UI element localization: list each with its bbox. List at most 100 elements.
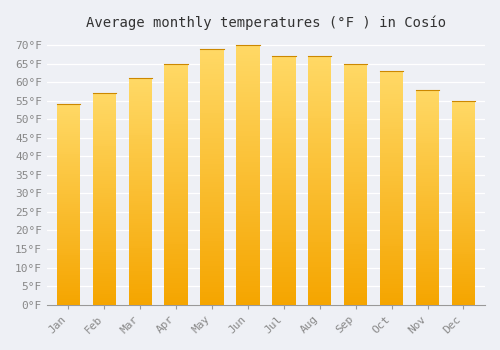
Bar [308, 123, 332, 126]
Bar [164, 143, 188, 146]
Bar [380, 136, 404, 139]
Bar [308, 98, 332, 101]
Bar [164, 102, 188, 105]
Bar [92, 209, 116, 212]
Bar [56, 212, 80, 215]
Bar [380, 155, 404, 158]
Bar [128, 221, 152, 223]
Bar [272, 66, 295, 69]
Bar [128, 103, 152, 106]
Bar [344, 105, 368, 107]
Bar [200, 248, 224, 251]
Bar [380, 265, 404, 267]
Bar [92, 239, 116, 241]
Bar [344, 225, 368, 228]
Bar [128, 250, 152, 253]
Bar [380, 172, 404, 174]
Bar [308, 193, 332, 195]
Bar [272, 150, 295, 153]
Bar [56, 224, 80, 226]
Bar [164, 64, 188, 66]
Bar [380, 120, 404, 122]
Bar [452, 133, 475, 135]
Bar [128, 228, 152, 230]
Bar [308, 280, 332, 282]
Bar [56, 196, 80, 198]
Bar [92, 220, 116, 222]
Bar [416, 143, 439, 146]
Bar [236, 185, 260, 188]
Bar [416, 133, 439, 135]
Bar [416, 124, 439, 126]
Bar [236, 99, 260, 102]
Bar [452, 156, 475, 158]
Bar [272, 118, 295, 121]
Bar [200, 184, 224, 187]
Bar [236, 237, 260, 240]
Bar [272, 86, 295, 89]
Bar [452, 107, 475, 109]
Bar [236, 58, 260, 61]
Bar [164, 285, 188, 288]
Bar [92, 174, 116, 176]
Bar [344, 83, 368, 85]
Bar [380, 246, 404, 248]
Bar [380, 260, 404, 262]
Bar [128, 83, 152, 85]
Bar [128, 85, 152, 88]
Bar [452, 256, 475, 258]
Bar [272, 225, 295, 228]
Bar [272, 108, 295, 111]
Bar [344, 141, 368, 143]
Bar [416, 116, 439, 118]
Bar [200, 302, 224, 304]
Bar [344, 288, 368, 290]
Bar [308, 243, 332, 245]
Bar [236, 123, 260, 126]
Bar [200, 172, 224, 174]
Bar [56, 288, 80, 290]
Bar [164, 283, 188, 285]
Bar [236, 112, 260, 115]
Bar [380, 300, 404, 302]
Bar [56, 215, 80, 217]
Bar [272, 61, 295, 64]
Bar [56, 124, 80, 126]
Bar [272, 260, 295, 262]
Bar [272, 235, 295, 238]
Bar [128, 99, 152, 101]
Bar [272, 111, 295, 113]
Bar [56, 162, 80, 164]
Bar [380, 270, 404, 272]
Bar [416, 158, 439, 161]
Bar [380, 73, 404, 76]
Bar [344, 208, 368, 211]
Bar [308, 205, 332, 208]
Bar [308, 300, 332, 302]
Bar [128, 223, 152, 225]
Bar [308, 141, 332, 143]
Bar [452, 176, 475, 178]
Bar [380, 134, 404, 136]
Bar [92, 138, 116, 140]
Bar [128, 131, 152, 133]
Bar [56, 271, 80, 273]
Bar [92, 271, 116, 273]
Bar [416, 259, 439, 261]
Bar [416, 126, 439, 128]
Bar [272, 136, 295, 138]
Bar [236, 201, 260, 203]
Bar [416, 197, 439, 199]
Bar [164, 189, 188, 191]
Bar [344, 242, 368, 244]
Bar [272, 153, 295, 155]
Bar [236, 45, 260, 48]
Bar [164, 114, 188, 117]
Bar [380, 122, 404, 125]
Bar [452, 229, 475, 231]
Bar [308, 128, 332, 131]
Bar [128, 189, 152, 191]
Bar [380, 139, 404, 141]
Bar [272, 84, 295, 86]
Bar [56, 150, 80, 152]
